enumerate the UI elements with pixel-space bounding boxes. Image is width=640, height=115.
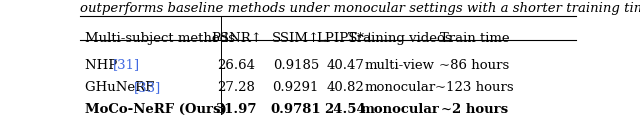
Text: ~2 hours: ~2 hours [441, 102, 508, 115]
Text: 40.47: 40.47 [326, 58, 364, 71]
Text: NHP: NHP [85, 58, 122, 71]
Text: 0.9781: 0.9781 [271, 102, 321, 115]
Text: monocular: monocular [360, 102, 439, 115]
Text: LPIPS*↓: LPIPS*↓ [316, 32, 375, 44]
Text: [33]: [33] [134, 80, 161, 93]
Text: 0.9185: 0.9185 [273, 58, 319, 71]
Text: 24.54: 24.54 [324, 102, 366, 115]
Text: Multi-subject methods: Multi-subject methods [85, 32, 235, 44]
Text: multi-view: multi-view [365, 58, 435, 71]
Text: 0.9291: 0.9291 [273, 80, 319, 93]
Text: monocular: monocular [364, 80, 436, 93]
Text: ~86 hours: ~86 hours [439, 58, 509, 71]
Text: outperforms baseline methods under monocular settings with a shorter training ti: outperforms baseline methods under monoc… [80, 2, 640, 15]
Text: ~123 hours: ~123 hours [435, 80, 514, 93]
Text: PSNR↑: PSNR↑ [211, 32, 262, 44]
Text: GHuNeRF: GHuNeRF [85, 80, 159, 93]
Text: 26.64: 26.64 [217, 58, 255, 71]
Text: [31]: [31] [113, 58, 140, 71]
Text: 27.28: 27.28 [218, 80, 255, 93]
Text: 40.82: 40.82 [326, 80, 364, 93]
Text: SSIM↑: SSIM↑ [272, 32, 320, 44]
Text: Train time: Train time [440, 32, 509, 44]
Text: 31.97: 31.97 [216, 102, 257, 115]
Text: Training videos: Training videos [348, 32, 452, 44]
Text: MoCo-NeRF (Ours): MoCo-NeRF (Ours) [85, 102, 227, 115]
